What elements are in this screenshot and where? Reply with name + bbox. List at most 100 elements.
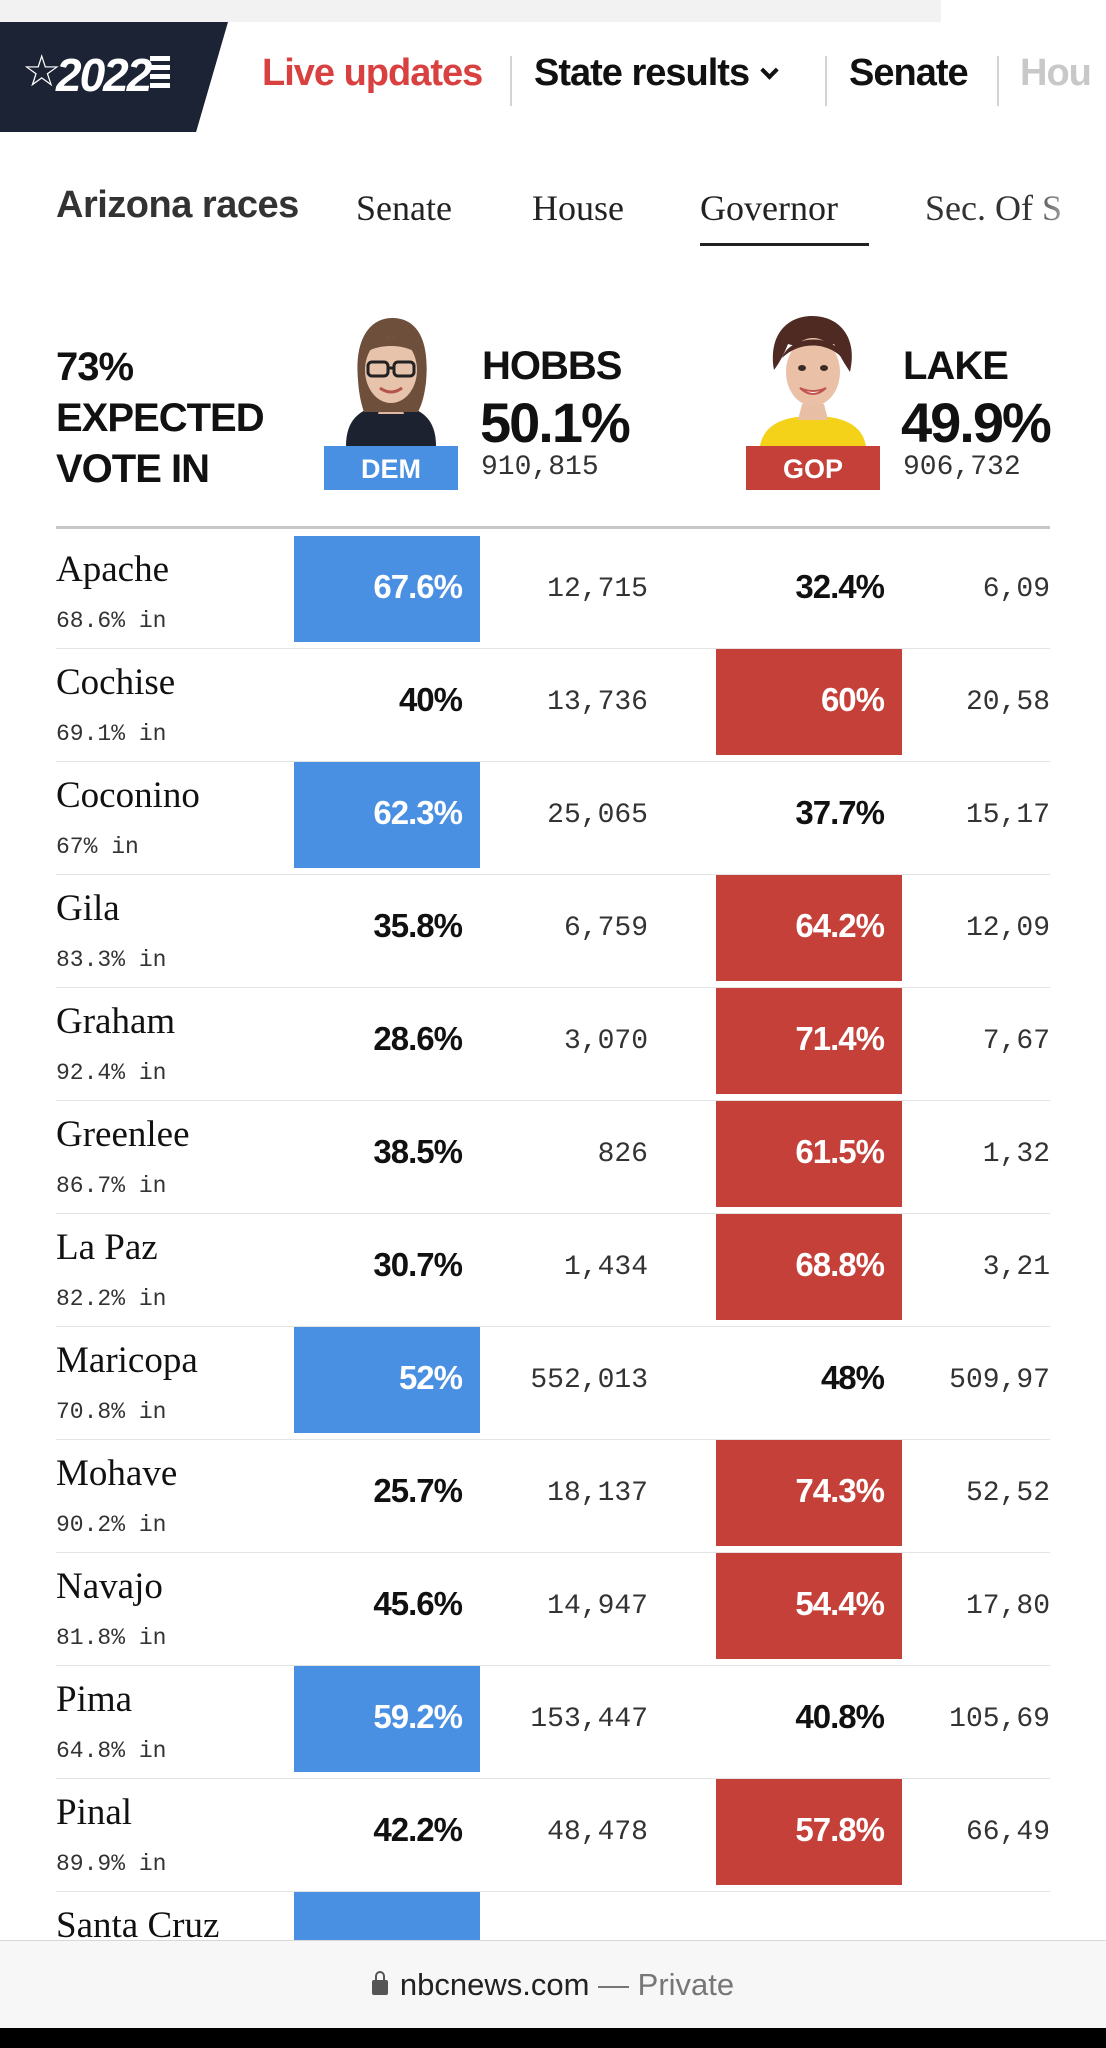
gop-votes: 66,49 [965,1817,1050,1848]
dem-share-cell: 45.6% [294,1553,480,1659]
gop-party-badge: GOP [746,446,880,490]
county-name[interactable]: Gila [56,888,120,929]
gop-votes: 52,52 [965,1478,1050,1509]
county-name[interactable]: Navajo [56,1566,163,1607]
county-name[interactable]: Santa Cruz [56,1905,220,1940]
row-divider [56,874,1050,875]
row-divider [56,1778,1050,1779]
url-display[interactable]: nbcnews.com — Private [0,1967,1106,2003]
dem-candidate-pct: 50.1% [480,391,631,454]
gop-share-cell: 71.4% [716,988,902,1094]
tab-senate[interactable]: Senate [356,188,452,228]
county-row[interactable]: Graham 92.4% in 28.6% 3,070 71.4% 7,67 [0,988,1106,1101]
top-nav: ☆ 2022 Live updates State results Senate… [0,22,1106,132]
nav-house[interactable]: Hou [1020,52,1092,94]
gop-votes: 1,32 [982,1139,1050,1170]
row-divider [56,1100,1050,1101]
county-name[interactable]: Cochise [56,662,176,703]
dem-share-cell: 42.2% [294,1779,480,1885]
dem-pct: 52% [398,1359,463,1396]
county-reporting: 68.6% in [56,608,167,634]
gop-share-cell: 57.8% [716,1779,902,1885]
row-divider [56,987,1050,988]
dem-votes: 6,759 [563,913,648,944]
county-row[interactable]: Pima 64.8% in 59.2% 153,447 40.8% 105,69 [0,1666,1106,1779]
expected-vote-word: EXPECTED [56,396,265,440]
row-divider [56,1326,1050,1327]
expected-vote-pct: 73% [56,345,134,389]
county-row[interactable]: Santa Cruz [0,1892,1106,1940]
nav-state-results-label: State results [534,52,750,94]
gop-share-cell: 32.4% [716,536,902,642]
county-name[interactable]: Greenlee [56,1114,190,1155]
county-name[interactable]: Coconino [56,775,200,816]
tabs-fade-overlay [1030,180,1106,240]
county-name[interactable]: Graham [56,1001,176,1042]
dem-pct: 28.6% [373,1020,463,1057]
gop-votes: 17,80 [965,1591,1050,1622]
dem-pct: 59.2% [373,1698,463,1735]
gop-share-cell: 64.2% [716,875,902,981]
row-divider [56,1213,1050,1214]
nav-live-updates[interactable]: Live updates [262,52,483,94]
dem-share-cell: 52% [294,1327,480,1433]
gop-share-cell: 40.8% [716,1666,902,1772]
gop-share-cell: 61.5% [716,1101,902,1207]
election-2022-logo[interactable]: ☆ 2022 [0,22,228,132]
nav-state-results[interactable]: State results [534,52,779,95]
dem-pct: 25.7% [373,1472,463,1509]
dem-pct: 30.7% [373,1246,463,1283]
county-row[interactable]: La Paz 82.2% in 30.7% 1,434 68.8% 3,21 [0,1214,1106,1327]
dem-pct: 67.6% [373,568,463,605]
county-reporting: 81.8% in [56,1625,167,1651]
dem-share-cell: 67.6% [294,536,480,642]
county-reporting: 69.1% in [56,721,167,747]
county-reporting: 86.7% in [56,1173,167,1199]
url-domain: nbcnews.com [399,1967,590,2002]
county-row[interactable]: Greenlee 86.7% in 38.5% 826 61.5% 1,32 [0,1101,1106,1214]
dem-party-badge: DEM [324,446,458,490]
gop-pct: 74.3% [795,1472,885,1509]
county-name[interactable]: Maricopa [56,1340,198,1381]
tab-governor[interactable]: Governor [700,188,838,228]
browser-url-bar[interactable]: nbcnews.com — Private [0,1940,1106,2028]
row-divider [56,1891,1050,1892]
county-name[interactable]: La Paz [56,1227,158,1268]
county-reporting: 89.9% in [56,1851,167,1877]
county-row[interactable]: Cochise 69.1% in 40% 13,736 60% 20,58 [0,649,1106,762]
county-row[interactable]: Mohave 90.2% in 25.7% 18,137 74.3% 52,52 [0,1440,1106,1553]
gop-candidate-pct: 49.9% [901,391,1052,454]
county-name[interactable]: Pinal [56,1792,133,1833]
county-row[interactable]: Maricopa 70.8% in 52% 552,013 48% 509,97 [0,1327,1106,1440]
county-row[interactable]: Navajo 81.8% in 45.6% 14,947 54.4% 17,80 [0,1553,1106,1666]
gop-votes: 7,67 [982,1026,1050,1057]
county-row[interactable]: Gila 83.3% in 35.8% 6,759 64.2% 12,09 [0,875,1106,988]
dem-share-cell: 30.7% [294,1214,480,1320]
chevron-down-icon [760,61,779,80]
row-divider [56,1439,1050,1440]
gop-votes: 15,17 [965,800,1050,831]
dem-votes: 48,478 [547,1817,648,1848]
county-row[interactable]: Coconino 67% in 62.3% 25,065 37.7% 15,17 [0,762,1106,875]
county-results-table[interactable]: Apache 68.6% in 67.6% 12,715 32.4% 6,09 Cochis… [0,536,1106,1940]
county-name[interactable]: Pima [56,1679,133,1720]
dem-votes: 153,447 [530,1704,648,1735]
county-name[interactable]: Mohave [56,1453,178,1494]
gop-pct: 48% [820,1359,885,1396]
tab-house[interactable]: House [532,188,624,228]
gop-share-cell: 48% [716,1327,902,1433]
gop-pct: 71.4% [795,1020,885,1057]
gop-pct: 68.8% [795,1246,885,1283]
county-row[interactable]: Pinal 89.9% in 42.2% 48,478 57.8% 66,49 [0,1779,1106,1892]
gop-share-cell: 68.8% [716,1214,902,1320]
county-row[interactable]: Apache 68.6% in 67.6% 12,715 32.4% 6,09 [0,536,1106,649]
url-private-mode: Private [637,1967,735,2002]
county-name[interactable]: Apache [56,549,169,590]
gop-pct: 37.7% [795,794,885,831]
dem-candidate-name: HOBBS [482,344,622,388]
nav-senate[interactable]: Senate [849,52,969,94]
url-separator: — [598,1967,630,2002]
logo-year: 2022 [56,49,152,101]
dem-candidate-votes: 910,815 [481,452,599,483]
dem-votes: 25,065 [547,800,648,831]
